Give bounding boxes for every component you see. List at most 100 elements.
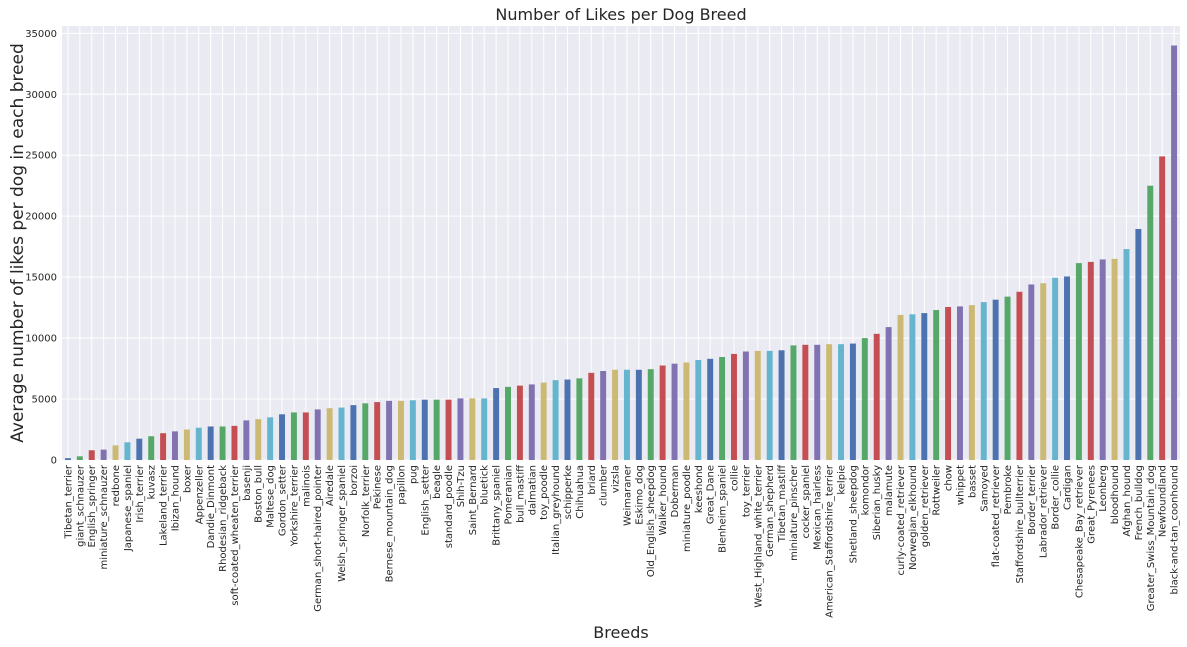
x-tick-label: Old_English_sheepdog: [646, 465, 657, 577]
x-tick-label: Border_terrier: [1027, 464, 1038, 535]
bar: [766, 350, 773, 460]
x-tick-label: English_setter: [420, 464, 431, 535]
bar: [1028, 284, 1035, 460]
bar: [231, 425, 238, 460]
x-tick-label: miniature_pinscher: [789, 464, 800, 561]
bar: [243, 420, 250, 460]
bar: [76, 456, 83, 460]
x-tick-label: Great_Dane: [706, 465, 717, 524]
bar: [457, 398, 464, 460]
bar: [314, 409, 321, 460]
x-tick-label: Rottweiler: [932, 464, 943, 515]
x-tick-label: Lakeland_terrier: [159, 464, 170, 546]
bar: [1135, 228, 1142, 460]
x-tick-label: Italian_greyhound: [551, 465, 562, 555]
x-tick-label: miniature_poodle: [682, 465, 693, 552]
bar: [826, 344, 833, 460]
x-tick-label: Tibetan_mastiff: [777, 464, 788, 543]
x-tick-label: vizsla: [611, 465, 622, 493]
bar: [671, 363, 678, 460]
bar: [731, 353, 737, 460]
y-tick-label: 0: [51, 456, 57, 467]
bar: [1040, 283, 1047, 460]
bar: [350, 405, 357, 460]
bar: [493, 388, 500, 460]
y-tick-label: 25000: [25, 151, 57, 162]
x-tick-label: golden_retriever: [920, 464, 931, 547]
bar: [623, 369, 630, 460]
x-tick-label: papillon: [396, 465, 407, 505]
x-tick-label: Mexican_hairless: [813, 465, 824, 550]
x-tick-label: Siberian_husky: [872, 465, 883, 540]
x-tick-label: kuvasz: [147, 465, 158, 499]
x-tick-label: Walker_hound: [658, 465, 669, 535]
bar: [849, 343, 856, 460]
x-tick-label: Rhodesian_ridgeback: [218, 465, 229, 572]
bar: [290, 412, 297, 460]
bar: [124, 442, 131, 460]
bar: [1147, 185, 1154, 460]
x-tick-label: German_shepherd: [765, 465, 776, 557]
bar: [362, 403, 369, 460]
x-tick-label: Shetland_sheepdog: [848, 465, 859, 563]
x-tick-label: Newfoundland: [1158, 465, 1169, 537]
x-tick-label: malamute: [884, 465, 895, 516]
x-tick-label: redbone: [111, 465, 122, 506]
x-tick-label: Bernese_mountain_dog: [385, 465, 396, 582]
bar: [909, 314, 916, 460]
x-axis-label: Breeds: [593, 623, 648, 642]
x-tick-label: komondor: [860, 464, 871, 515]
bar: [659, 365, 666, 460]
x-tick-label: Chesapeake_Bay_retriever: [1074, 464, 1085, 598]
bar: [445, 399, 452, 460]
bar: [160, 433, 167, 460]
x-tick-label: kelpie: [837, 465, 848, 495]
bar: [600, 371, 607, 460]
bar: [1159, 156, 1166, 460]
bar: [742, 351, 749, 460]
x-tick-label: German_short-haired_pointer: [313, 464, 324, 612]
bar: [1016, 291, 1023, 460]
x-tick-label: English_springer: [87, 464, 98, 547]
bar: [956, 306, 963, 460]
x-tick-label: Dandie_Dinmont: [206, 465, 217, 548]
bar: [1171, 45, 1178, 461]
x-tick-label: Boston_bull: [254, 465, 265, 523]
y-tick-label: 20000: [25, 212, 57, 223]
bar: [421, 399, 428, 460]
x-tick-label: soft-coated_wheaten_terrier: [230, 464, 241, 606]
bar: [1004, 296, 1011, 460]
y-axis-label: Average number of likes per dog in each …: [8, 43, 28, 443]
x-tick-label: beagle: [432, 465, 443, 499]
bar: [980, 302, 987, 460]
x-tick-label: Norfolk_terrier: [361, 464, 372, 537]
x-tick-label: American_Staffordshire_terrier: [825, 464, 836, 618]
bar: [695, 360, 702, 460]
bar: [386, 400, 393, 460]
x-tick-label: West_Highland_white_terrier: [753, 464, 764, 608]
x-tick-label: Cardigan: [1063, 465, 1074, 510]
x-tick-label: Greater_Swiss_Mountain_dog: [1146, 465, 1157, 611]
x-tick-label: Great_Pyrenees: [1086, 465, 1097, 544]
bar: [112, 445, 119, 460]
bar: [516, 385, 523, 460]
bar: [195, 427, 202, 460]
bar: [564, 379, 571, 460]
bar: [1075, 263, 1082, 460]
x-tick-label: basset: [967, 465, 978, 498]
x-tick-label: cocker_spaniel: [801, 465, 812, 539]
bar: [279, 414, 286, 460]
bar: [433, 399, 440, 460]
bar: [505, 386, 511, 460]
bar: [885, 327, 892, 460]
x-tick-label: standard_poodle: [444, 465, 455, 548]
plot-background: [62, 26, 1180, 460]
bar: [1064, 276, 1070, 460]
bar: [1052, 277, 1059, 460]
bar: [338, 407, 345, 460]
x-tick-label: Brittany_spaniel: [492, 465, 503, 546]
x-tick-label: Pomeranian: [504, 465, 515, 525]
bar: [719, 356, 726, 460]
x-tick-label: Welsh_springer_spaniel: [337, 465, 348, 582]
